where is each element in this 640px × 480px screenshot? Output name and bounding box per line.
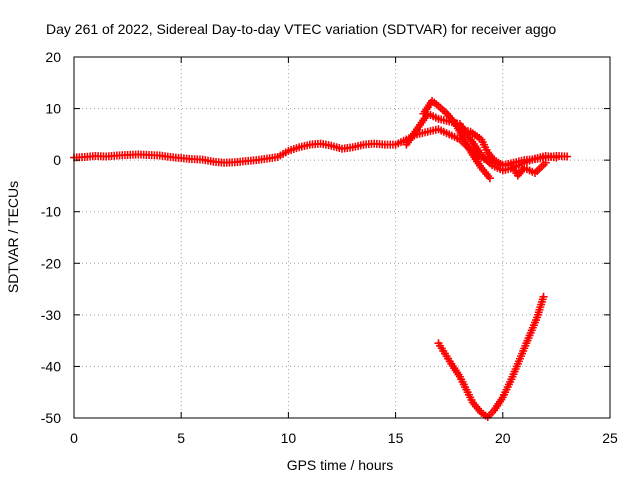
y-tick-label: -10 (41, 204, 61, 220)
axis-ticks: 0 5 10 15 20 25 -50 -40 -30 -20 -10 0 10 20 (41, 49, 618, 446)
y-tick-label: -20 (41, 255, 61, 271)
series-track-5 (434, 292, 548, 421)
grid (74, 57, 610, 418)
series-track-1 (70, 125, 572, 170)
x-tick-label: 0 (70, 430, 78, 446)
data-point (541, 158, 550, 167)
y-tick-label: -50 (41, 410, 61, 426)
y-tick-label: 10 (45, 101, 61, 117)
plot-frame (73, 56, 611, 419)
x-tick-label: 20 (495, 430, 511, 446)
y-tick-label: 20 (45, 49, 61, 65)
y-tick-label: -30 (41, 307, 61, 323)
x-tick-label: 25 (602, 430, 618, 446)
series-track-3 (419, 96, 494, 183)
data-point (485, 174, 494, 183)
y-tick-label: -40 (41, 358, 61, 374)
data-point (552, 153, 561, 162)
x-tick-label: 15 (388, 430, 404, 446)
data-series (70, 96, 572, 421)
series-track-4 (455, 125, 550, 180)
x-axis-label: GPS time / hours (287, 457, 394, 473)
x-tick-label: 10 (281, 430, 297, 446)
x-tick-label: 5 (177, 430, 185, 446)
data-point (539, 292, 548, 301)
data-point (563, 152, 572, 161)
chart-title: Day 261 of 2022, Sidereal Day-to-day VTE… (46, 21, 556, 37)
y-axis-label: SDTVAR / TECUs (5, 181, 21, 293)
y-tick-label: 0 (53, 152, 61, 168)
